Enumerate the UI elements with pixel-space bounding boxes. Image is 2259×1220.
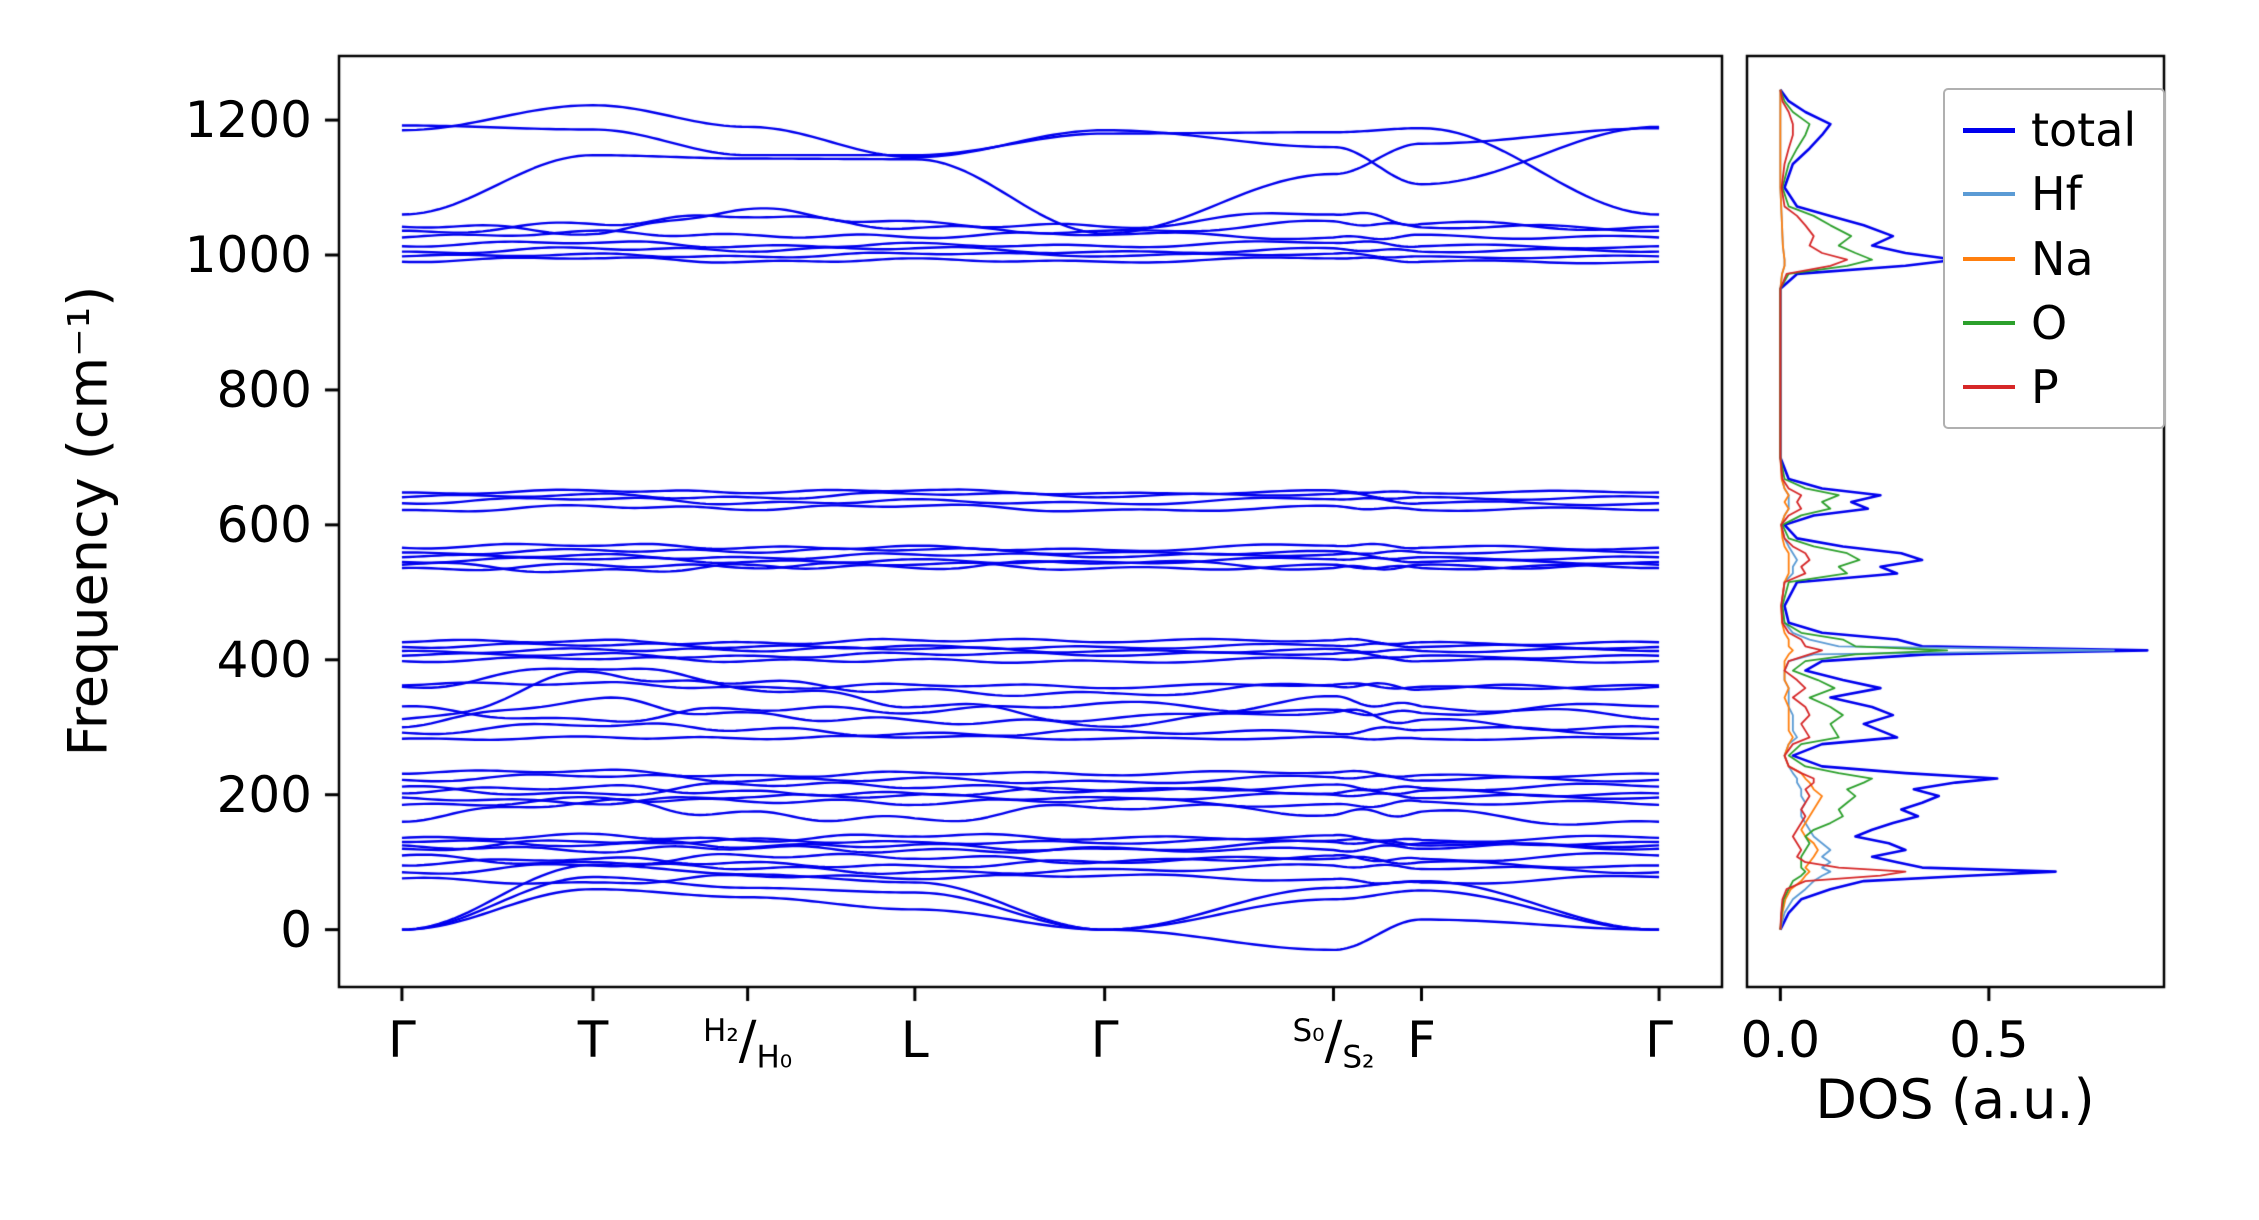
legend-line-sample	[1963, 256, 2015, 261]
kpoint-label: F	[1407, 1011, 1436, 1069]
kpoint-label: Γ	[1090, 1011, 1119, 1069]
dos-legend: total Hf Na O P	[1943, 88, 2165, 430]
kpoint-label: S₀/S₂	[1292, 1010, 1375, 1076]
legend-entry-P: P	[1963, 363, 2145, 411]
legend-line-sample	[1963, 385, 2015, 390]
dos-tick-label: 0.0	[1740, 1011, 1821, 1069]
legend-entry-Hf: Hf	[1963, 167, 2145, 222]
legend-entry-O: O	[1963, 299, 2145, 347]
legend-label: P	[2031, 360, 2059, 415]
frequency-tick-label: 800	[216, 360, 312, 419]
frequency-tick-label: 600	[216, 495, 312, 554]
legend-label: Na	[2031, 231, 2094, 286]
legend-label: total	[2031, 103, 2137, 157]
legend-label: O	[2031, 295, 2068, 350]
kpoint-label: T	[577, 1011, 609, 1069]
frequency-tick-label: 400	[216, 630, 312, 689]
legend-entry-total: total	[1963, 106, 2145, 154]
kpoint-label: L	[900, 1011, 929, 1069]
kpoint-label: H₂/H₀	[703, 1010, 793, 1076]
legend-line-sample	[1963, 127, 2015, 133]
frequency-tick-label: 0	[280, 900, 312, 959]
frequency-tick-label: 200	[216, 765, 312, 824]
kpoint-label: Γ	[1645, 1011, 1673, 1069]
dos-tick-label: 0.5	[1949, 1011, 2029, 1069]
dos-x-axis-label: DOS (a.u.)	[1815, 1068, 2095, 1131]
frequency-tick-label: 1000	[184, 226, 312, 285]
kpoint-label: Γ	[387, 1011, 416, 1069]
frequency-tick-label: 1200	[184, 91, 312, 150]
legend-label: Hf	[2031, 167, 2082, 222]
legend-line-sample	[1963, 321, 2015, 326]
legend-entry-Na: Na	[1963, 231, 2145, 286]
legend-line-sample	[1963, 192, 2015, 197]
